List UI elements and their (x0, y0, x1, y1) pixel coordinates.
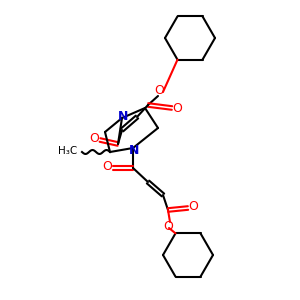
Text: N: N (118, 110, 128, 122)
Text: N: N (129, 143, 139, 157)
Text: O: O (163, 220, 173, 232)
Text: O: O (188, 200, 198, 214)
Text: O: O (89, 133, 99, 146)
Text: O: O (172, 101, 182, 115)
Text: H₃C: H₃C (58, 146, 78, 156)
Text: O: O (154, 85, 164, 98)
Text: O: O (102, 160, 112, 173)
